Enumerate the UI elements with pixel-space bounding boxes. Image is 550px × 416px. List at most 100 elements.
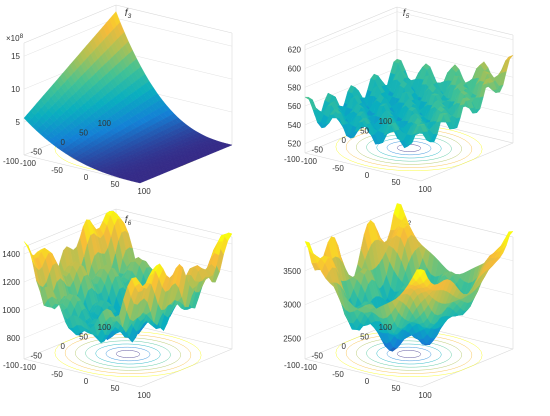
panel-1-zgrid-5 (304, 11, 514, 50)
panel-2-gridline-8 (23, 208, 117, 248)
panel-2-contour-5 (64, 334, 192, 374)
panel-1-surface-patch (416, 123, 425, 126)
panel-1-surface-patch (308, 99, 317, 111)
panel-1-ztick-0: 520 (288, 140, 302, 149)
panel-1-gridline-8 (304, 6, 398, 46)
panel-0-surface-patch (135, 180, 144, 184)
panel-2-contour-6 (54, 331, 202, 377)
panel-2-surface (23, 211, 233, 344)
panel-2-ztick-1: 1000 (2, 306, 20, 315)
panel-0-xtick-0: -100 (20, 159, 37, 168)
panel-0-xtick-4: 100 (137, 187, 151, 196)
panel-1-ztick-3: 580 (288, 83, 302, 92)
panel-2-ztick-2: 1200 (2, 278, 20, 287)
panel-3-contour-4 (356, 337, 462, 371)
panel-0-ztick-1: 10 (11, 85, 20, 94)
panel-1-xtick-0: -100 (301, 157, 318, 166)
panel-3-contour-2 (376, 343, 442, 365)
panel-0-ytick-0: -100 (3, 157, 20, 166)
panel-2-ytick-0: -100 (3, 361, 20, 370)
panel-1-ytick-3: 50 (360, 127, 369, 136)
panel-2-contour-3 (85, 340, 171, 368)
panel-0-gridline-3 (23, 154, 141, 184)
panel-3-xtick-3: 50 (392, 384, 401, 393)
panel-0-xtick-1: -50 (51, 166, 63, 175)
panel-2-contour-4 (75, 337, 181, 371)
panel-3-gridline-7 (396, 208, 514, 238)
panel-1-ztick-5: 620 (288, 46, 302, 55)
panel-1-ytick-4: 100 (379, 117, 393, 126)
panel-3-contour-0 (396, 350, 422, 358)
panel-1-ytick-1: -50 (311, 146, 323, 155)
panel-2-ztick-3: 1400 (2, 250, 20, 259)
panel-1-xtick-3: 50 (392, 178, 401, 187)
panel-3: -100 -50 0 50 100 -100 -50 0 50 100 2500 3000 3500 (283, 203, 514, 400)
panel-3-ytick-4: 100 (379, 323, 393, 332)
panel-1-ztick-2: 560 (288, 102, 302, 111)
panel-1-zgrid-3 (304, 48, 514, 88)
title-f6: f6 (125, 215, 132, 227)
panel-0-xtick-2: 0 (84, 173, 89, 182)
panel-1-contour-5 (345, 128, 473, 168)
panel-2-ytick-2: 0 (61, 342, 66, 351)
panel-1: -100 -50 0 50 100 -100 -50 0 50 100 520 540 560 580 60… (284, 6, 514, 194)
panel-1-xtick-2: 0 (365, 171, 370, 180)
panel-3-xtick-2: 0 (365, 377, 370, 386)
panel-3-contour-3 (366, 340, 452, 368)
panel-3-surface-patch (416, 269, 425, 277)
panel-2-xtick-3: 50 (111, 384, 120, 393)
panel-0-gridline-7 (115, 4, 233, 34)
panel-3-surface (304, 203, 514, 352)
panel-2: -100 -50 0 50 100 -100 -50 0 50 100 800 1000 1200 140… (2, 208, 233, 400)
panel-2-xtick-2: 0 (84, 377, 89, 386)
panel-0-surface (23, 11, 233, 184)
z-multiplier-f3: ×108 (6, 33, 24, 43)
panel-1-ticks: -100 -50 0 50 100 -100 -50 0 50 100 520 540 560 580 60… (284, 46, 432, 194)
panel-3-contours (335, 331, 483, 377)
panel-1-ytick-2: 0 (342, 136, 347, 145)
panel-2-contours (54, 331, 202, 377)
panel-1-contour-1 (386, 140, 432, 156)
panel-2-surface-patch (135, 277, 144, 288)
panel-3-xtick-4: 100 (418, 391, 432, 400)
panel-3-ztick-2: 3500 (283, 267, 301, 276)
panel-3-gridline-8 (304, 208, 398, 248)
panel-1-ytick-0: -100 (284, 155, 301, 164)
panel-1-gridline-3 (304, 152, 422, 182)
panel-2-contour-0 (115, 350, 141, 358)
panel-2-ytick-1: -50 (30, 352, 42, 361)
panel-0-ytick-1: -50 (30, 148, 42, 157)
panel-3-ytick-1: -50 (311, 352, 323, 361)
panel-3-ytick-3: 50 (360, 333, 369, 342)
panel-2-ytick-4: 100 (98, 323, 112, 332)
panel-2-gridline-3 (23, 358, 141, 388)
panel-0-xtick-3: 50 (111, 180, 120, 189)
panel-1-xtick-4: 100 (418, 185, 432, 194)
panel-1-ztick-4: 600 (288, 64, 302, 73)
panel-1-surface (304, 54, 514, 149)
panel-0-ticks: -100 -50 0 50 100 -100 -50 0 50 100 5 10 15 (3, 52, 151, 196)
panel-3-xtick-1: -50 (332, 370, 344, 379)
panel-0-gridline-8 (23, 4, 117, 44)
panel-0: -100 -50 0 50 100 -100 -50 0 50 100 5 10 15 (3, 4, 233, 196)
panel-3-ytick-2: 0 (342, 342, 347, 351)
title-f3: f3 (125, 8, 132, 20)
panel-3-contour-6 (335, 331, 483, 377)
panel-1-grid (304, 6, 514, 182)
panel-3-surface-patch (304, 241, 313, 254)
panel-1-surface-patch (304, 96, 314, 100)
panel-3-contour-5 (345, 334, 473, 374)
panel-0-ztick-2: 15 (11, 52, 20, 61)
panel-1-contours (335, 125, 483, 171)
panel-3-ztick-1: 3000 (283, 301, 301, 310)
panel-1-gridline-7 (396, 6, 514, 36)
panel-2-xtick-1: -50 (51, 370, 63, 379)
panel-3-ztick-0: 2500 (283, 335, 301, 344)
panel-3-gridline-3 (304, 358, 422, 388)
panel-0-ytick-4: 100 (98, 119, 112, 128)
panel-2-ticks: -100 -50 0 50 100 -100 -50 0 50 100 800 1000 1200 140… (2, 250, 151, 400)
panel-1-zgrid-4 (304, 30, 514, 69)
panel-3-ticks: -100 -50 0 50 100 -100 -50 0 50 100 2500 3000 3500 (283, 267, 432, 400)
panel-2-contour-1 (105, 346, 151, 362)
